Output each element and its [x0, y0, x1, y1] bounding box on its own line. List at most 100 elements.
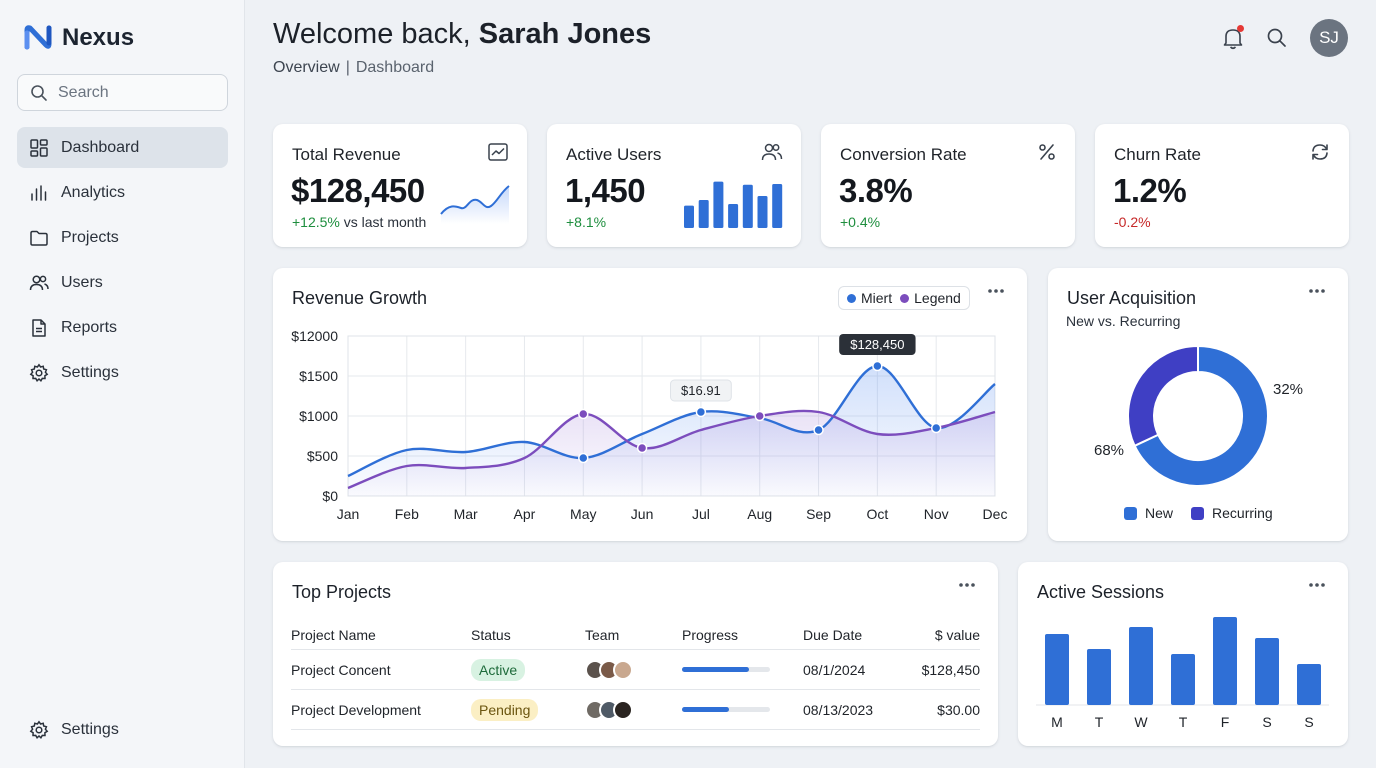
session-bar: [1087, 649, 1111, 705]
data-point: [872, 360, 883, 372]
search-box[interactable]: [17, 74, 228, 111]
kpi-title: Total Revenue: [292, 145, 401, 164]
data-point: [578, 452, 589, 464]
sidebar-item-label: Users: [61, 273, 103, 291]
kpi-value: 1.2%: [1113, 172, 1187, 209]
project-name: Project Concent: [291, 661, 391, 678]
progress-fill: [682, 667, 749, 672]
y-tick-label: $1500: [299, 368, 338, 384]
y-tick-label: $1000: [299, 408, 338, 424]
sidebar-item-label: Projects: [61, 228, 119, 246]
kpi-title: Active Users: [566, 145, 662, 164]
more-options-icon[interactable]: [1308, 582, 1326, 588]
tooltip-label: $128,450: [850, 337, 904, 352]
slice-label-recurring: 32%: [1273, 381, 1303, 398]
x-tick-label: Dec: [983, 506, 1008, 522]
session-bar: [1297, 664, 1321, 705]
column-header[interactable]: $ value: [934, 626, 980, 643]
progress-bar: [682, 707, 770, 712]
notifications-button[interactable]: [1222, 25, 1244, 50]
sidebar-item-label: Reports: [61, 318, 118, 336]
dashboard-icon: [30, 138, 48, 157]
projects-table: Project Name Status Team Progress Due Da…: [291, 620, 980, 730]
x-tick-label: F: [1221, 714, 1230, 730]
column-header[interactable]: Project Name: [291, 626, 376, 643]
app-name: Nexus: [62, 24, 135, 51]
project-value: $128,450: [921, 661, 980, 678]
more-options-icon[interactable]: [987, 288, 1005, 294]
revenue-growth-card: Revenue Growth Miert Legend $0 $500 $1000 $…: [273, 268, 1027, 541]
x-tick-label: S: [1304, 714, 1313, 730]
chart-legend[interactable]: Miert Legend: [838, 286, 970, 310]
mini-bar: [684, 205, 694, 228]
due-date: 08/1/2024: [803, 661, 866, 678]
breadcrumb-overview[interactable]: Overview: [273, 59, 340, 76]
table-row[interactable]: Project Concent Active 08/1/2024 $128,45…: [291, 650, 980, 690]
status-badge: Active: [471, 658, 526, 681]
session-bar: [1255, 638, 1279, 705]
card-title: Top Projects: [292, 582, 392, 602]
column-header[interactable]: Due Date: [803, 626, 863, 643]
search-input[interactable]: [58, 83, 208, 102]
sidebar-item-users[interactable]: Users: [17, 262, 228, 303]
sidebar-item-analytics[interactable]: Analytics: [17, 172, 228, 213]
breadcrumb-separator: |: [345, 59, 350, 76]
kpi-value: 1,450: [565, 172, 646, 209]
session-bar: [1045, 634, 1069, 705]
search-icon[interactable]: [1266, 27, 1288, 49]
slice-label-new: 68%: [1094, 442, 1124, 459]
refresh-icon: [1312, 144, 1328, 160]
series-line-legend: [347, 409, 996, 490]
sidebar-item-projects[interactable]: Projects: [17, 217, 228, 258]
sidebar-item-settings-bottom[interactable]: Settings: [17, 709, 228, 750]
user-name: Sarah Jones: [478, 18, 652, 50]
active-sessions-card: Active Sessions M T W T F S S: [1018, 562, 1348, 746]
column-header[interactable]: Team: [585, 626, 620, 643]
x-tick-label: Mar: [454, 506, 478, 522]
x-tick-label: Jan: [337, 506, 360, 522]
sidebar-item-reports[interactable]: Reports: [17, 307, 228, 348]
data-point: [754, 410, 765, 422]
tooltip-label: $16.91: [681, 383, 721, 398]
mini-bar: [757, 196, 768, 228]
card-subtitle: New vs. Recurring: [1066, 313, 1181, 329]
sidebar-item-label: Analytics: [61, 183, 126, 201]
kpi-delta-value: +12.5%: [292, 214, 340, 230]
legend-item-recurring: Recurring: [1191, 505, 1273, 521]
y-tick-label: $500: [307, 448, 338, 464]
revenue-sparkline: [440, 185, 510, 224]
kpi-card-total-revenue: Total Revenue $128,450 +12.5% vs last mo…: [273, 124, 527, 247]
data-point: [695, 406, 707, 418]
x-tick-label: Jul: [692, 506, 710, 522]
app-logo[interactable]: Nexus: [24, 24, 134, 52]
table-row[interactable]: Project Development Pending 08/13/2023 $…: [291, 690, 980, 730]
percent-icon: [1039, 144, 1055, 160]
column-header[interactable]: Status: [471, 626, 511, 643]
kpi-card-conversion-rate: Conversion Rate 3.8% +0.4%: [821, 124, 1075, 247]
sidebar-item-dashboard[interactable]: Dashboard: [17, 127, 228, 168]
x-tick-label: Oct: [866, 506, 888, 522]
mini-bar: [713, 181, 724, 228]
avatar[interactable]: SJ: [1310, 19, 1348, 57]
more-options-icon[interactable]: [1308, 288, 1326, 294]
mini-bar: [742, 184, 753, 228]
data-point: [813, 424, 824, 436]
column-header[interactable]: Progress: [682, 626, 739, 643]
progress-bar: [682, 667, 770, 672]
x-tick-label: Aug: [747, 506, 772, 522]
sidebar-bottom: Settings: [17, 709, 228, 754]
bell-icon: [1223, 29, 1243, 50]
mini-bar: [772, 184, 783, 228]
folder-icon: [30, 230, 48, 246]
x-tick-label: May: [570, 506, 596, 522]
sidebar-item-settings[interactable]: Settings: [17, 352, 228, 393]
gear-icon: [29, 720, 49, 739]
more-options-icon[interactable]: [958, 582, 976, 588]
x-tick-label: Nov: [924, 506, 949, 522]
revenue-growth-chart: $0 $500 $1000 $1500 $12000 Jan Feb Mar Apr May Jun…: [291, 328, 1008, 522]
sidebar-nav: Dashboard Analytics Projects Users Repor…: [17, 127, 228, 397]
trend-chart-icon: [488, 143, 508, 161]
tooltip-box: [839, 334, 916, 355]
team-avatars: [585, 659, 682, 680]
x-tick-label: Jun: [631, 506, 654, 522]
